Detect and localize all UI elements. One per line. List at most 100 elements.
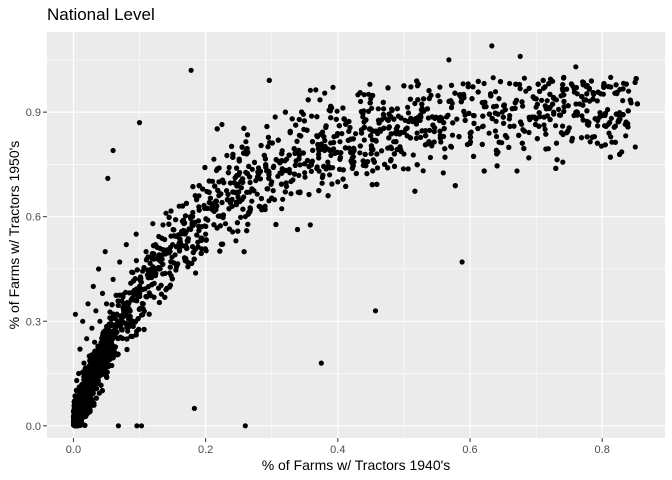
data-point (152, 273, 159, 279)
data-point (361, 92, 367, 98)
data-point (449, 132, 456, 138)
data-point (279, 170, 285, 176)
data-point (156, 266, 162, 272)
data-point (475, 78, 481, 84)
data-point (405, 166, 411, 172)
data-point (362, 151, 368, 157)
data-point (554, 157, 560, 163)
data-point (225, 170, 231, 176)
data-point (448, 82, 455, 88)
data-point (543, 131, 549, 137)
data-point (519, 140, 525, 146)
data-point (427, 154, 433, 161)
data-point (325, 159, 331, 165)
data-point (634, 101, 641, 107)
data-point (244, 171, 250, 177)
data-point (117, 259, 123, 265)
data-point (374, 151, 380, 157)
data-point (249, 198, 255, 204)
data-point (181, 227, 187, 234)
data-point (381, 106, 387, 112)
data-point (171, 260, 177, 266)
data-point (249, 186, 255, 192)
data-point (122, 304, 128, 310)
data-point (384, 117, 391, 123)
data-point (120, 294, 126, 300)
data-point (190, 184, 196, 190)
data-point (275, 173, 281, 179)
data-point (491, 104, 497, 110)
data-point (282, 189, 288, 195)
data-point (309, 139, 316, 145)
data-point (144, 294, 150, 300)
data-point (322, 90, 328, 96)
data-point (176, 203, 182, 209)
data-point (424, 106, 430, 112)
data-point (244, 228, 250, 234)
data-point (129, 295, 135, 301)
data-point (613, 82, 619, 88)
data-point (286, 152, 292, 158)
data-point (168, 208, 174, 214)
data-point (211, 156, 217, 162)
data-point (363, 163, 369, 169)
data-point (389, 107, 395, 113)
data-point (160, 222, 166, 228)
data-point (328, 103, 334, 109)
data-point (169, 254, 175, 260)
data-point (541, 122, 547, 128)
data-point (496, 96, 502, 102)
data-point (99, 290, 106, 296)
data-point (163, 210, 169, 216)
data-point (84, 336, 90, 342)
data-point (154, 244, 160, 250)
data-point (189, 214, 195, 220)
data-point (444, 114, 450, 120)
data-point (304, 127, 310, 133)
data-point (239, 144, 245, 150)
data-point (608, 115, 615, 121)
data-point (398, 115, 404, 121)
data-point (80, 318, 86, 324)
data-point (230, 189, 236, 195)
data-point (348, 158, 354, 164)
data-point (361, 124, 367, 130)
data-point (353, 170, 359, 177)
data-point (431, 129, 437, 135)
data-point (433, 114, 439, 120)
data-point (308, 168, 314, 174)
data-point (291, 146, 297, 152)
data-point (321, 134, 327, 140)
data-point (603, 123, 609, 129)
data-point (272, 114, 278, 120)
data-point (393, 139, 399, 145)
data-point (105, 175, 111, 181)
data-point (287, 128, 293, 134)
data-point (246, 163, 252, 169)
data-point (413, 116, 419, 122)
data-point (218, 213, 224, 219)
data-point (357, 143, 363, 149)
data-point (124, 336, 130, 342)
data-point (543, 146, 549, 152)
data-point (137, 305, 143, 312)
data-point (113, 322, 119, 328)
data-point (71, 416, 77, 422)
data-point (561, 108, 567, 114)
data-point (298, 133, 304, 139)
data-point (296, 156, 302, 162)
data-point (386, 135, 392, 141)
data-point (139, 301, 145, 307)
data-point (325, 193, 331, 199)
data-point (266, 175, 272, 181)
data-point (287, 170, 293, 176)
data-point (235, 228, 241, 234)
data-point (534, 136, 540, 142)
data-point (202, 223, 208, 229)
data-point (119, 326, 125, 333)
data-point (561, 92, 567, 98)
data-point (242, 423, 248, 429)
data-point (86, 353, 92, 359)
data-point (317, 97, 323, 103)
data-point (581, 80, 587, 86)
